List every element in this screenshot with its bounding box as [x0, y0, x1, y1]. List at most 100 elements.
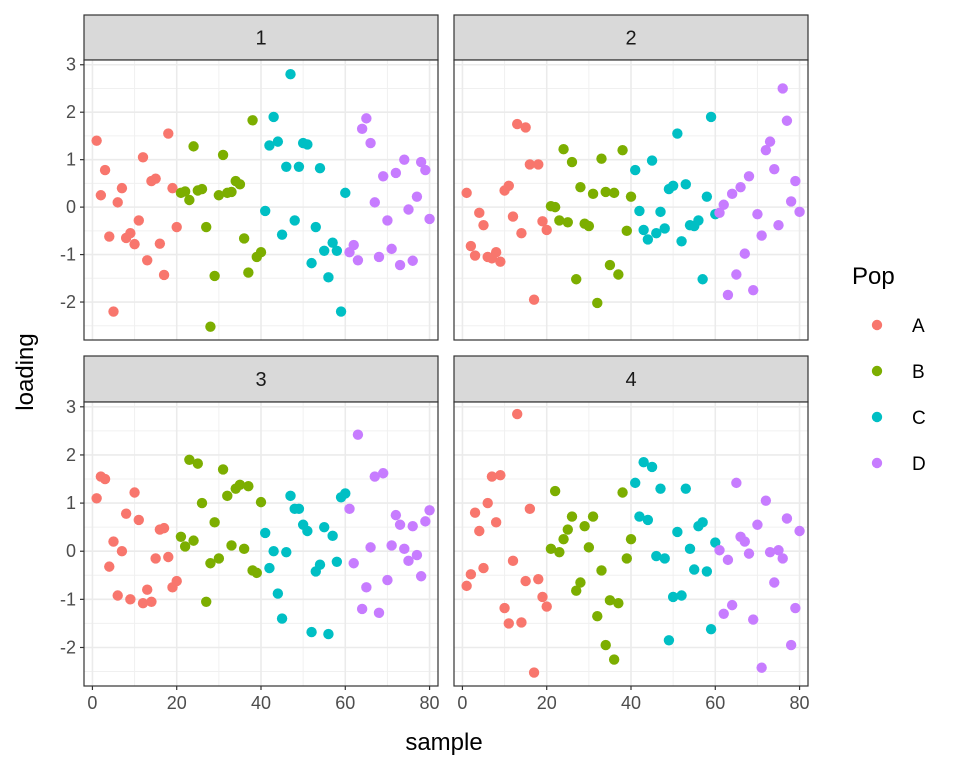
data-point-A [495, 256, 506, 267]
data-point-D [382, 574, 393, 586]
y-tick-label: 3 [66, 397, 76, 417]
data-point-B [596, 153, 607, 164]
data-point-C [306, 626, 317, 638]
data-point-A [474, 525, 485, 537]
data-point-D [726, 599, 738, 611]
data-point-C [642, 514, 654, 526]
data-point-B [617, 144, 628, 156]
data-point-C [293, 503, 305, 515]
data-point-B [234, 479, 246, 490]
y-tick-label: 1 [66, 493, 76, 513]
data-point-B [596, 565, 607, 576]
data-point-B [213, 553, 225, 564]
data-point-A [528, 294, 540, 305]
data-point-C [651, 228, 662, 239]
data-point-B [554, 215, 565, 226]
x-tick-label: 60 [705, 693, 725, 713]
data-point-D [748, 614, 759, 625]
data-point-B [608, 654, 620, 665]
data-point-B [222, 490, 233, 502]
data-point-C [293, 161, 305, 172]
data-point-A [171, 575, 182, 587]
data-point-B [238, 233, 250, 244]
data-point-B [583, 542, 595, 553]
data-point-A [133, 215, 144, 226]
data-point-D [785, 196, 797, 207]
panel-border [83, 59, 439, 341]
data-point-C [659, 223, 670, 234]
data-point-D [378, 171, 389, 182]
data-point-B [226, 540, 237, 551]
data-point-C [302, 139, 313, 150]
data-point-C [340, 488, 351, 499]
data-point-A [133, 514, 144, 526]
data-point-C [638, 456, 649, 468]
legend-label-C: C [912, 408, 926, 429]
data-point-C [676, 236, 687, 247]
data-point-C [680, 179, 691, 190]
data-point-D [760, 495, 772, 506]
data-point-D [352, 255, 364, 266]
data-point-C [260, 205, 271, 217]
facet-strip [83, 355, 439, 403]
data-point-C [705, 624, 717, 635]
data-point-C [693, 215, 704, 226]
data-point-A [146, 596, 157, 607]
data-point-D [714, 545, 725, 556]
data-point-C [630, 164, 641, 176]
data-point-A [516, 228, 527, 239]
data-point-A [129, 238, 140, 250]
data-point-B [255, 247, 267, 258]
data-point-C [672, 526, 683, 538]
y-tick-label: 2 [66, 102, 76, 122]
legend-label-D: D [912, 454, 926, 475]
data-point-B [247, 115, 258, 126]
data-point-A [108, 306, 119, 317]
data-point-D [424, 213, 435, 225]
y-tick-label: -2 [60, 637, 76, 657]
data-point-C [705, 111, 717, 123]
data-point-C [310, 221, 321, 233]
data-point-D [356, 123, 368, 135]
data-point-B [549, 485, 561, 497]
data-point-D [415, 571, 427, 582]
data-point-A [104, 231, 115, 242]
data-point-D [373, 251, 385, 263]
data-point-D [420, 164, 431, 176]
data-point-B [621, 225, 632, 237]
data-point-D [748, 284, 759, 296]
data-point-A [154, 238, 166, 249]
data-point-C [701, 566, 713, 577]
data-point-B [238, 543, 250, 555]
data-point-C [655, 483, 666, 494]
data-point-D [731, 269, 742, 280]
x-tick-label: 40 [621, 693, 641, 713]
data-point-D [390, 509, 402, 521]
legend-key-C [871, 411, 883, 423]
y-tick-label: -1 [60, 589, 76, 609]
data-point-A [461, 187, 472, 199]
data-point-A [129, 487, 140, 498]
data-point-D [790, 602, 801, 614]
data-point-A [469, 250, 481, 261]
data-point-B [217, 149, 229, 161]
facet-strip [453, 355, 809, 403]
data-point-A [503, 618, 514, 629]
data-point-D [415, 156, 427, 168]
data-point-D [794, 525, 805, 537]
data-point-C [663, 635, 675, 646]
data-point-A [533, 573, 544, 585]
data-point-D [722, 554, 734, 566]
data-point-C [276, 613, 288, 624]
panel-border [453, 59, 809, 341]
data-point-B [205, 558, 216, 569]
data-point-A [520, 575, 531, 587]
data-point-D [756, 662, 767, 673]
data-point-C [689, 564, 700, 575]
data-point-B [196, 183, 208, 195]
data-point-D [743, 548, 755, 559]
data-point-B [625, 191, 637, 202]
data-point-D [399, 543, 410, 555]
data-point-A [507, 211, 519, 222]
